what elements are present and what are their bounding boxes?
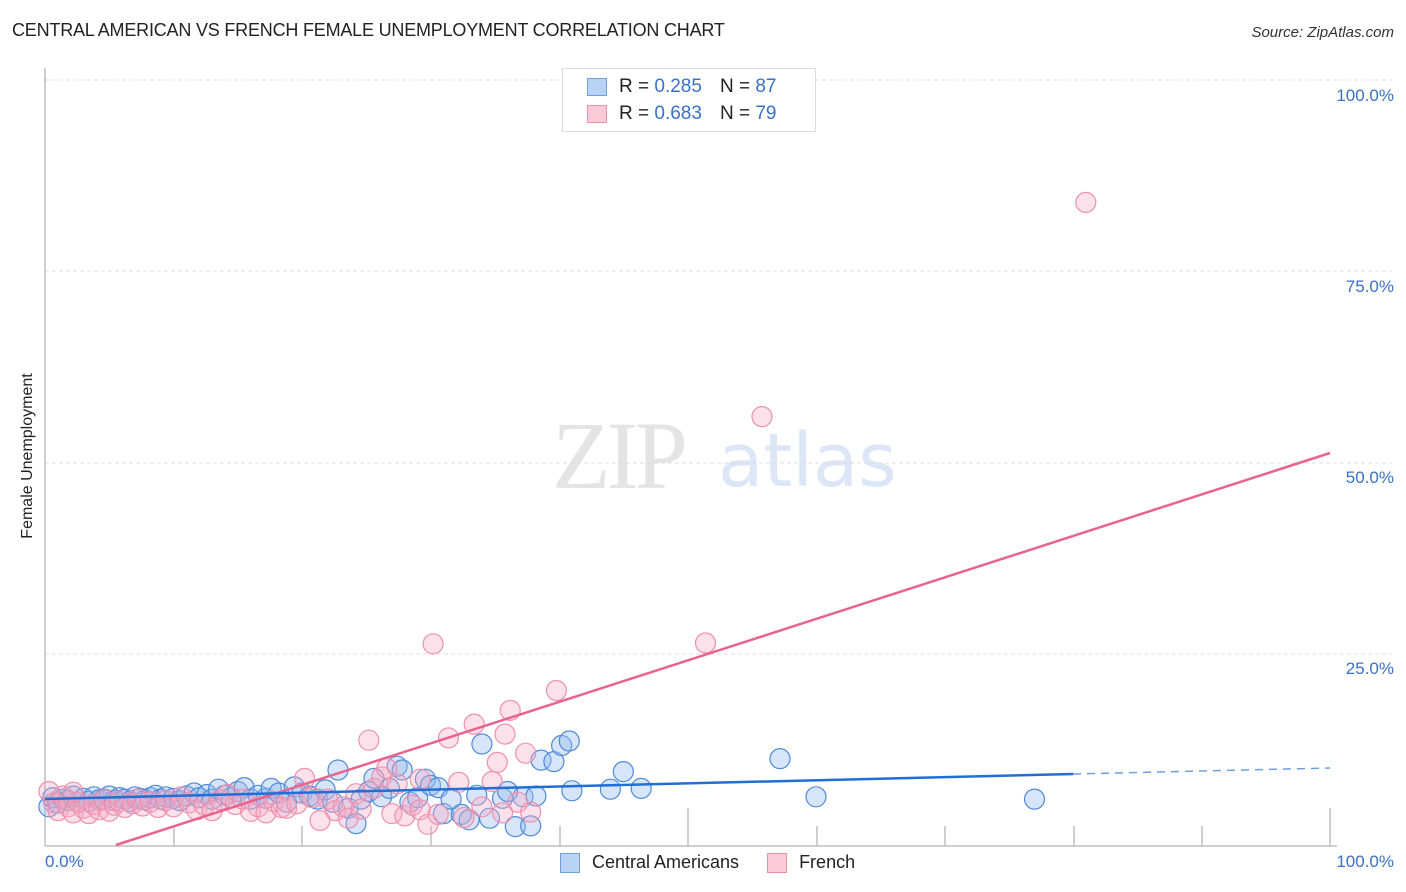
- chart-title: CENTRAL AMERICAN VS FRENCH FEMALE UNEMPL…: [12, 20, 725, 40]
- data-point: [471, 796, 493, 818]
- correlation-legend: R = 0.285 N = 87 R = 0.683 N = 79: [562, 68, 816, 132]
- data-point: [276, 797, 298, 819]
- data-point: [520, 801, 542, 823]
- watermark-zip: ZIP: [552, 402, 688, 509]
- r-value: 0.285: [654, 76, 702, 97]
- data-point: [386, 773, 408, 795]
- data-point: [479, 807, 501, 829]
- blue-swatch-icon: [560, 852, 580, 873]
- source-label: Source: ZipAtlas.com: [1251, 24, 1394, 41]
- data-point: [486, 751, 508, 774]
- data-point: [805, 786, 827, 808]
- data-point: [599, 778, 622, 800]
- data-point: [630, 777, 652, 800]
- r-value: 0.683: [654, 103, 702, 124]
- data-point: [409, 768, 431, 790]
- legend-label: Central Americans: [592, 852, 740, 872]
- y-tick-50: 50.0%: [1345, 468, 1394, 487]
- n-value: 87: [755, 76, 777, 97]
- data-point: [466, 784, 488, 806]
- r-label: R =: [619, 103, 650, 124]
- data-point: [694, 632, 717, 654]
- central-americans-trendline: [44, 772, 1074, 801]
- data-point: [1023, 788, 1046, 810]
- legend-item-central-americans[interactable]: Central Americans: [560, 852, 739, 873]
- data-point: [545, 679, 568, 702]
- data-point: [612, 760, 634, 783]
- data-point: [448, 771, 470, 793]
- data-point: [491, 802, 514, 824]
- axes: [44, 68, 1337, 847]
- data-point: [769, 747, 791, 770]
- y-tick-25: 25.0%: [1345, 659, 1394, 678]
- n-value: 79: [755, 103, 777, 124]
- series-legend: Central Americans French: [560, 852, 883, 873]
- y-axis-label: Female Unemployment: [19, 373, 36, 539]
- y-tick-100: 100.0%: [1336, 86, 1394, 105]
- blue-swatch-icon: [587, 78, 607, 96]
- data-point: [514, 742, 537, 764]
- watermark-atlas: atlas: [718, 418, 897, 504]
- pink-swatch-icon: [587, 105, 607, 123]
- data-point: [558, 730, 580, 752]
- data-point: [391, 759, 413, 781]
- data-point: [561, 780, 583, 802]
- y-tick-75: 75.0%: [1345, 277, 1394, 296]
- pink-swatch-icon: [767, 852, 788, 873]
- data-point: [1075, 191, 1097, 213]
- data-point: [317, 788, 339, 810]
- data-point: [463, 713, 485, 735]
- data-point: [453, 806, 475, 829]
- x-tick-0: 0.0%: [45, 852, 84, 871]
- french-trendline: [115, 451, 1331, 847]
- gridlines: [45, 79, 1392, 655]
- data-point: [363, 777, 385, 800]
- data-point: [358, 729, 380, 751]
- series-french-points: [38, 191, 1097, 835]
- n-label: N =: [719, 103, 751, 124]
- data-point: [751, 406, 773, 428]
- n-label: N =: [719, 76, 751, 97]
- r-label: R =: [619, 76, 650, 97]
- legend-row-central-americans: R = 0.285 N = 87: [587, 75, 776, 99]
- legend-label: French: [799, 852, 856, 872]
- data-point: [332, 796, 354, 818]
- data-point: [471, 733, 493, 755]
- x-tick-100: 100.0%: [1336, 852, 1394, 871]
- data-point: [494, 723, 516, 745]
- data-point: [62, 802, 84, 824]
- data-point: [309, 809, 331, 832]
- legend-item-french[interactable]: French: [767, 852, 855, 873]
- central-americans-trendline-extension: [1072, 767, 1331, 775]
- data-point: [422, 633, 444, 655]
- data-point: [427, 803, 449, 826]
- data-point: [504, 815, 526, 838]
- data-point: [381, 802, 403, 825]
- legend-row-french: R = 0.683 N = 79: [587, 102, 776, 126]
- data-point: [93, 789, 115, 811]
- data-point: [350, 798, 372, 820]
- data-point: [38, 780, 60, 803]
